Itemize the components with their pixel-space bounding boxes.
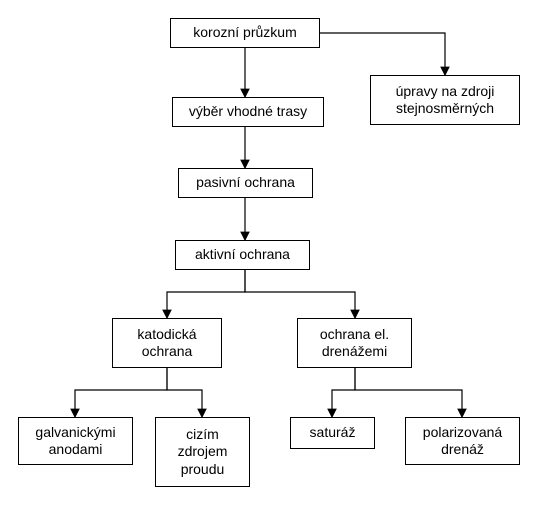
node-vyber-trasy: výběr vhodné trasy [172, 97, 324, 127]
node-cizim-zdrojem: cizím zdrojem proudu [155, 417, 250, 487]
node-upravy-zdroji: úpravy na zdroji stejnosměrných [370, 75, 520, 125]
node-pasivni-ochrana: pasivní ochrana [178, 168, 313, 198]
node-polarizovana-drenaz: polarizovaná drenáž [405, 417, 520, 465]
edge-ochrana-drenazi-to-saturaz [332, 368, 355, 417]
node-aktivni-ochrana: aktivní ochrana [175, 240, 310, 270]
node-galvanickymi-anodami: galvanickými anodami [18, 417, 133, 465]
edge-ochrana-drenazi-to-polarizovana-drenaz [355, 368, 462, 417]
edge-katodicka-ochrana-to-cizim-zdrojem [167, 368, 202, 417]
flowchart-canvas: korozní průzkum úpravy na zdroji stejnosm… [0, 0, 548, 517]
node-ochrana-drenazi: ochrana el. drenážemi [297, 318, 412, 368]
node-korozni-pruzkum: korozní průzkum [170, 18, 320, 48]
node-saturaz: saturáž [290, 417, 375, 449]
edge-katodicka-ochrana-to-galvanickymi-anodami [75, 368, 167, 417]
node-katodicka-ochrana: katodická ochrana [112, 318, 222, 368]
edge-aktivni-ochrana-to-katodicka-ochrana [167, 270, 245, 318]
edge-aktivni-ochrana-to-ochrana-drenazi [245, 270, 355, 318]
edge-korozni-pruzkum-to-upravy-zdroji [320, 33, 445, 75]
